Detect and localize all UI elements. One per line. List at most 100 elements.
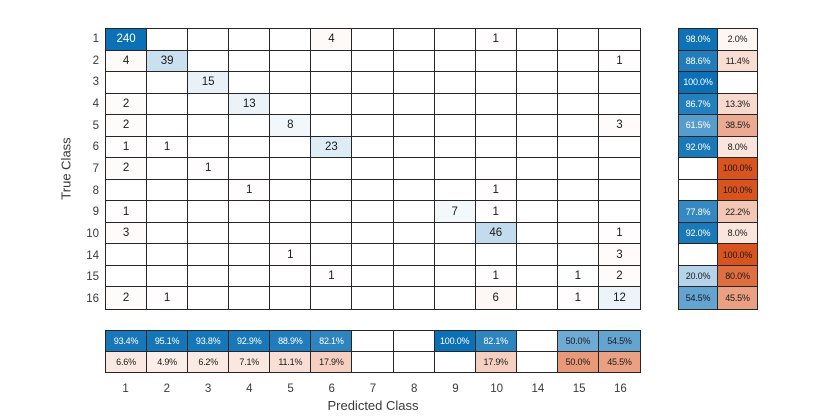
matrix-cell xyxy=(557,136,599,159)
matrix-cell: 240 xyxy=(106,29,148,51)
y-tick-label: 7 xyxy=(92,162,99,175)
matrix-cell xyxy=(352,29,394,51)
row-summary-cell: 88.6% xyxy=(679,50,718,73)
matrix-cell xyxy=(106,265,148,288)
matrix-cell xyxy=(147,222,189,245)
matrix-cell xyxy=(434,158,476,180)
matrix-cell xyxy=(434,93,476,116)
matrix-cell: 2 xyxy=(106,93,148,116)
matrix-cell xyxy=(352,265,394,288)
matrix-cell xyxy=(147,72,189,94)
matrix-cell xyxy=(352,50,394,73)
matrix-cell xyxy=(393,115,435,137)
row-summary-cell xyxy=(679,158,718,180)
matrix-cell xyxy=(188,93,230,116)
row-summary-cell: 11.4% xyxy=(718,50,757,73)
matrix-cell xyxy=(270,222,312,245)
matrix-cell: 1 xyxy=(598,50,640,73)
matrix-cell xyxy=(147,115,189,137)
column-summary-cell: 93.4% xyxy=(106,331,148,352)
matrix-cell xyxy=(598,158,640,180)
matrix-cell: 12 xyxy=(598,287,640,309)
matrix-cell xyxy=(229,29,271,51)
x-tick-label: 2 xyxy=(163,382,171,395)
matrix-cell xyxy=(147,201,189,223)
matrix-cell xyxy=(557,222,599,245)
y-tick-label: 5 xyxy=(92,119,99,132)
matrix-cell xyxy=(393,158,435,180)
column-summary-cell: 50.0% xyxy=(557,351,599,372)
matrix-cell xyxy=(434,50,476,73)
column-summary-cell: 17.9% xyxy=(475,351,517,372)
matrix-cell xyxy=(229,115,271,137)
matrix-cell xyxy=(475,136,517,159)
x-tick-label: 16 xyxy=(613,382,627,395)
column-summary-grid: 93.4% 95.1% 93.8% 92.9% 88.9% 82.1% 100.0% 82.1… xyxy=(105,330,641,373)
y-tick-label: 15 xyxy=(86,271,99,284)
x-tick-label: 8 xyxy=(411,382,418,395)
row-summary-cell: 2.0% xyxy=(718,29,757,51)
matrix-cell xyxy=(516,265,558,288)
matrix-cell xyxy=(557,115,599,137)
y-tick-label: 16 xyxy=(86,293,99,306)
matrix-cell xyxy=(352,136,394,159)
matrix-cell: 1 xyxy=(106,201,148,223)
matrix-cell xyxy=(516,115,558,137)
matrix-cell xyxy=(393,201,435,223)
row-summary-cell: 54.5% xyxy=(679,287,718,309)
y-tick-label: 9 xyxy=(92,206,99,219)
matrix-cell xyxy=(270,93,312,116)
matrix-cell xyxy=(393,287,435,309)
matrix-cell xyxy=(270,158,312,180)
matrix-cell: 1 xyxy=(147,287,189,309)
column-summary-cell: 7.1% xyxy=(229,351,271,372)
matrix-cell xyxy=(516,93,558,116)
matrix-cell xyxy=(188,29,230,51)
matrix-cell xyxy=(352,93,394,116)
matrix-cell xyxy=(311,50,353,73)
row-summary-cell: 100.0% xyxy=(718,179,757,202)
column-summary-cell: 93.8% xyxy=(188,331,230,352)
matrix-cell: 1 xyxy=(188,158,230,180)
column-summary-cell xyxy=(393,331,435,352)
matrix-cell xyxy=(311,222,353,245)
row-summary-cell: 77.8% xyxy=(679,201,718,223)
matrix-cell xyxy=(393,265,435,288)
row-summary-cell: 38.5% xyxy=(718,115,757,137)
matrix-cell xyxy=(434,136,476,159)
matrix-cell xyxy=(516,179,558,202)
matrix-cell xyxy=(598,72,640,94)
matrix-cell: 15 xyxy=(188,72,230,94)
matrix-cell xyxy=(188,244,230,266)
y-tick-label: 3 xyxy=(92,76,99,89)
matrix-cell xyxy=(311,201,353,223)
row-summary-cell: 8.0% xyxy=(718,222,757,245)
matrix-cell xyxy=(352,244,394,266)
matrix-cell xyxy=(311,287,353,309)
x-axis-title: Predicted Class xyxy=(327,398,419,413)
row-summary-cell: 61.5% xyxy=(679,115,718,137)
column-summary-cell: 54.5% xyxy=(598,331,640,352)
matrix-cell: 3 xyxy=(106,222,148,245)
matrix-cell xyxy=(434,179,476,202)
matrix-cell: 1 xyxy=(106,136,148,159)
matrix-cell xyxy=(598,29,640,51)
column-summary-cell: 4.9% xyxy=(147,351,189,372)
x-tick-label: 15 xyxy=(572,382,586,395)
matrix-cell: 8 xyxy=(270,115,312,137)
x-tick-label: 7 xyxy=(369,382,377,395)
matrix-cell xyxy=(516,29,558,51)
matrix-cell xyxy=(106,244,148,266)
matrix-cell xyxy=(229,201,271,223)
matrix-cell xyxy=(352,158,394,180)
matrix-cell xyxy=(229,136,271,159)
column-summary-cell: 95.1% xyxy=(147,331,189,352)
row-summary-cell: 45.5% xyxy=(718,287,757,309)
matrix-cell xyxy=(434,115,476,137)
matrix-cell xyxy=(188,222,230,245)
matrix-cell xyxy=(352,222,394,245)
row-summary-cell: 100.0% xyxy=(718,158,757,180)
matrix-cell xyxy=(229,158,271,180)
matrix-cell: 2 xyxy=(106,158,148,180)
